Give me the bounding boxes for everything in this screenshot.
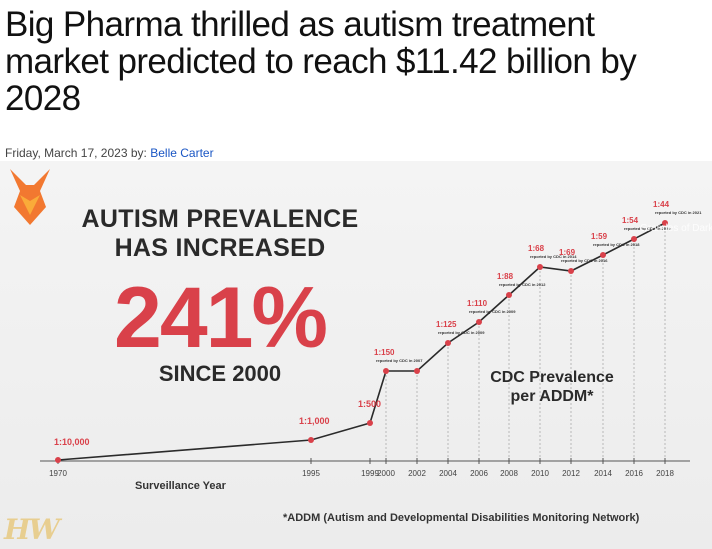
infographic-heading-line1: AUTISM PREVALENCE (81, 205, 359, 233)
data-note: reported by CDC in 2009 (469, 309, 516, 314)
data-label: 1:1,000 (299, 416, 330, 426)
data-note: reported by CDC in 2018 (593, 242, 640, 247)
data-label: 1:54 (622, 216, 639, 225)
data-note: reported by CDC in 2021 (655, 210, 702, 215)
x-tick-label: 1995 (302, 469, 320, 478)
increase-percent: 241% (114, 270, 328, 366)
hw-logo: HW (4, 513, 60, 546)
data-point (506, 292, 512, 298)
x-tick-label: 2000 (377, 469, 395, 478)
data-note: reported by CDC in 2009 (438, 330, 485, 335)
autism-prevalence-infographic: 1970 1995 1999 2000 2002 2004 2006 2008 2010 2012… (0, 161, 712, 549)
infographic-heading-line2: HAS INCREASED (114, 234, 326, 262)
data-label: 1:59 (591, 232, 608, 241)
x-tick-label: 2014 (594, 469, 612, 478)
data-point (383, 368, 389, 374)
data-label: 1:150 (374, 348, 395, 357)
data-point (600, 252, 606, 258)
series-label: CDC Prevalence per ADDM* (452, 368, 652, 406)
x-tick-label: 2010 (531, 469, 549, 478)
article-byline: Friday, March 17, 2023 by: Belle Carter (5, 146, 214, 160)
x-tick-label: 1970 (49, 469, 67, 478)
data-point (476, 319, 482, 325)
data-point (445, 340, 451, 346)
data-note: reported by CDC in 2007 (376, 358, 423, 363)
x-tick-label: 2002 (408, 469, 426, 478)
x-tick-label: 2004 (439, 469, 457, 478)
x-tick-label: 2016 (625, 469, 643, 478)
data-note: reported by CDC in 2020 (624, 226, 671, 231)
data-label: 1:44 (653, 200, 670, 209)
x-tick-label: 2008 (500, 469, 518, 478)
data-label: 1:69 (559, 248, 576, 257)
data-label: 1:68 (528, 244, 545, 253)
series-label-line1: CDC Prevalence (490, 369, 614, 386)
since-label: SINCE 2000 (158, 361, 282, 386)
data-label: 1:88 (497, 272, 514, 281)
data-label: 1:500 (358, 399, 381, 409)
x-tick-label: 1999 (361, 469, 379, 478)
data-point (631, 236, 637, 242)
x-tick-label: 2006 (470, 469, 488, 478)
data-point (662, 220, 668, 226)
addm-footnote: *ADDM (Autism and Developmental Disabili… (283, 512, 640, 524)
data-point (414, 368, 420, 374)
article-headline: Big Pharma thrilled as autism treatment … (5, 5, 637, 118)
series-label-line2: per ADDM* (510, 388, 594, 405)
x-axis-label: Surveillance Year (135, 480, 226, 492)
data-point (55, 457, 61, 463)
article-date: Friday, March 17, 2023 (5, 146, 128, 160)
author-link[interactable]: Belle Carter (150, 146, 214, 160)
data-label: 1:125 (436, 320, 457, 329)
data-label: 1:110 (467, 299, 488, 308)
data-point (308, 437, 314, 443)
data-note: reported by CDC in 2016 (561, 258, 608, 263)
x-tick-label: 2012 (562, 469, 580, 478)
data-note: reported by CDC in 2012 (499, 282, 546, 287)
data-label: 1:10,000 (54, 437, 90, 447)
data-point (537, 264, 543, 270)
x-tick-label: 2018 (656, 469, 674, 478)
watermark-text: Grandes of Dark Fire (640, 223, 712, 234)
byline-by-label: by: (130, 146, 147, 160)
data-note: reported by CDC in 2014 (530, 254, 577, 259)
data-point (568, 268, 574, 274)
data-point (367, 420, 373, 426)
fox-logo-icon (10, 169, 50, 225)
